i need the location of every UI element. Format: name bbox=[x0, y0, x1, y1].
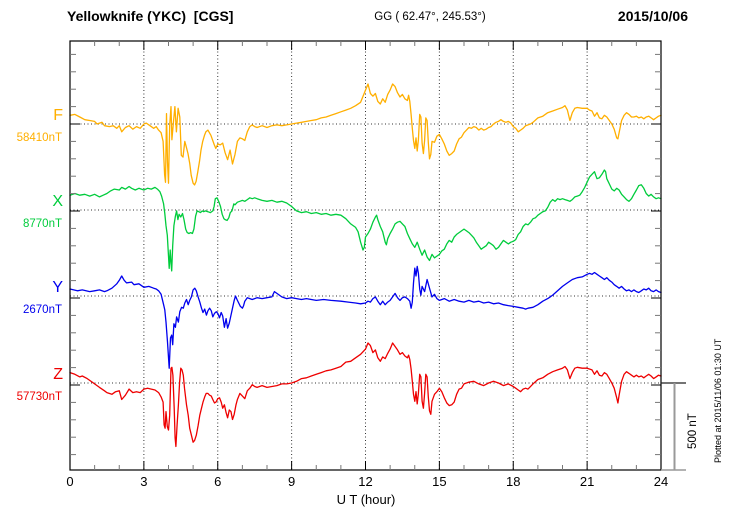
channel-label-y: Y bbox=[52, 279, 63, 296]
channel-base-value-f: 58410nT bbox=[16, 132, 62, 144]
x-tick-label: 9 bbox=[288, 474, 296, 489]
x-tick-label: 0 bbox=[66, 474, 74, 489]
channel-base-value-z: 57730nT bbox=[16, 391, 62, 403]
x-tick-label: 24 bbox=[653, 474, 669, 489]
scale-bar-label: 500 nT bbox=[687, 413, 699, 449]
x-tick-label: 15 bbox=[432, 474, 447, 489]
trace-f bbox=[69, 83, 662, 186]
trace-z bbox=[69, 342, 662, 448]
x-tick-label: 3 bbox=[140, 474, 148, 489]
x-axis-label: U T (hour) bbox=[336, 492, 396, 507]
x-tick-label: 6 bbox=[214, 474, 222, 489]
geographic-coordinates: GG ( 62.47°, 245.53°) bbox=[374, 11, 486, 23]
trace-x bbox=[69, 169, 662, 272]
plot-date: 2015/10/06 bbox=[617, 8, 688, 24]
channel-base-value-y: 2670nT bbox=[22, 304, 62, 316]
page-title: Yellowknife (YKC) [CGS] bbox=[67, 8, 234, 24]
channel-base-value-x: 8770nT bbox=[22, 218, 62, 230]
x-tick-label: 12 bbox=[358, 474, 373, 489]
x-tick-label: 18 bbox=[506, 474, 521, 489]
channel-label-x: X bbox=[52, 193, 63, 210]
plotted-at-note: Plotted at 2015/11/06 01:30 UT bbox=[713, 338, 723, 463]
channel-label-z: Z bbox=[53, 366, 63, 383]
channel-label-f: F bbox=[53, 107, 63, 124]
x-tick-label: 21 bbox=[579, 474, 595, 489]
trace-y bbox=[69, 265, 662, 369]
